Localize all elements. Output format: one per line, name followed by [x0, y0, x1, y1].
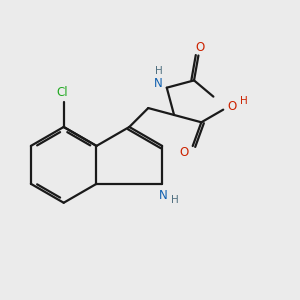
Text: N: N	[154, 77, 163, 90]
Text: O: O	[227, 100, 236, 112]
Text: H: H	[154, 66, 162, 76]
Text: H: H	[240, 96, 247, 106]
Text: N: N	[159, 189, 168, 202]
Text: Cl: Cl	[56, 86, 68, 99]
Text: O: O	[195, 41, 205, 54]
Text: O: O	[180, 146, 189, 159]
Text: H: H	[171, 195, 179, 205]
